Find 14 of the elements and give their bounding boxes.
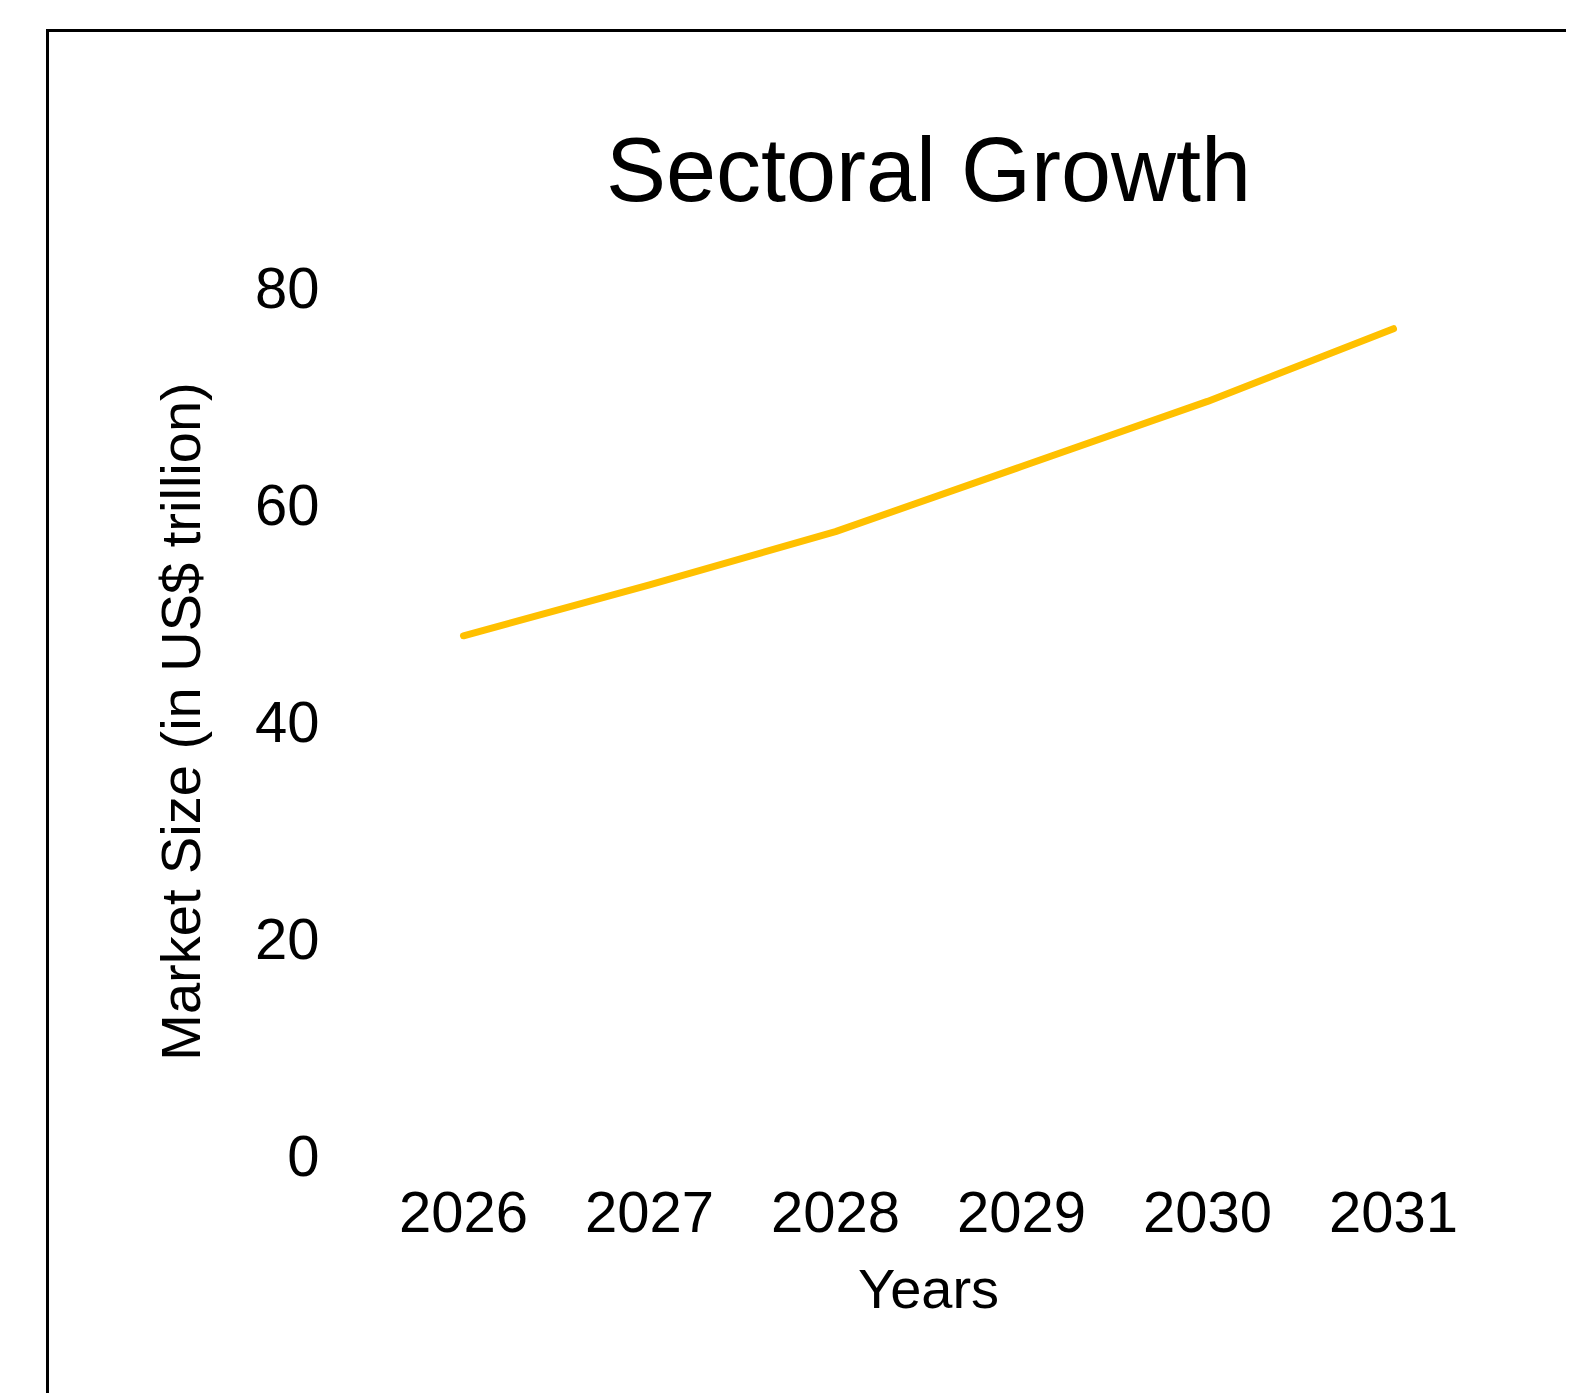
x-tick-label: 2027: [584, 1178, 715, 1244]
y-tick-label: 20: [254, 905, 320, 971]
chart-title: Sectoral Growth: [605, 120, 1252, 220]
x-tick-label: 2031: [1328, 1178, 1459, 1244]
y-tick-label: 60: [254, 471, 320, 537]
y-tick-label: 40: [254, 688, 320, 754]
y-tick-label: 80: [254, 254, 320, 320]
x-tick-label: 2028: [770, 1178, 901, 1244]
x-axis-title: Years: [857, 1256, 1000, 1320]
x-tick-label: 2029: [956, 1178, 1087, 1244]
x-tick-label: 2026: [398, 1178, 529, 1244]
y-tick-label: 0: [287, 1122, 320, 1188]
x-tick-label: 2030: [1142, 1178, 1273, 1244]
y-axis-title: Market Size (in US$ trillion): [148, 382, 212, 1061]
